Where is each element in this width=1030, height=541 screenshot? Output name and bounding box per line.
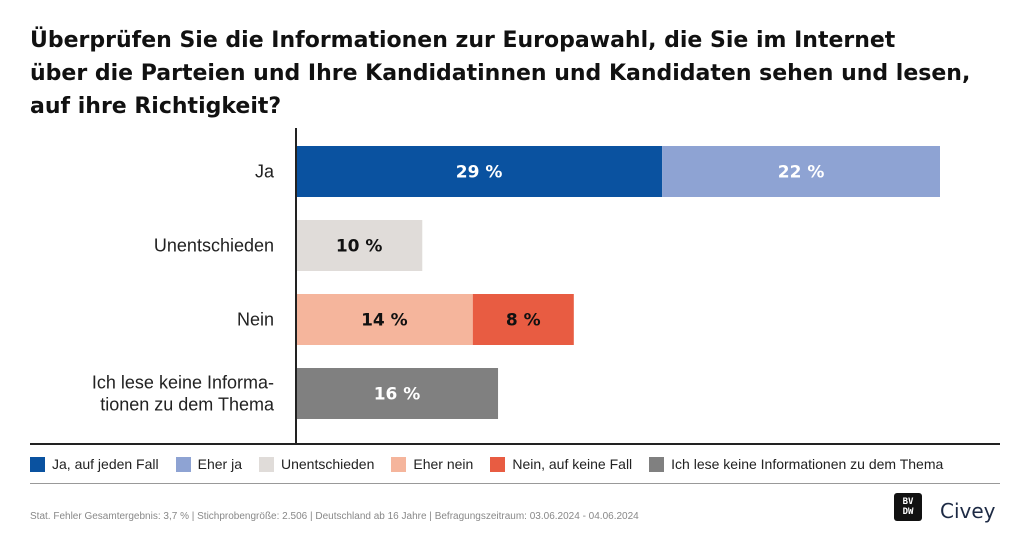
civey-logo: Civey xyxy=(940,499,996,523)
legend-label: Eher nein xyxy=(413,456,474,472)
category-label: Ja xyxy=(255,162,275,182)
bar-segment xyxy=(472,294,574,345)
logo-line: DW xyxy=(902,507,914,517)
legend-item: Ja, auf jeden Fall xyxy=(30,456,159,472)
legend-swatch xyxy=(490,456,506,472)
legend-swatch xyxy=(391,456,407,472)
legend-item: Nein, auf keine Fall xyxy=(490,456,632,472)
legend-item: Unentschieden xyxy=(258,456,375,472)
legend-label: Nein, auf keine Fall xyxy=(512,456,633,472)
bvdw-logo: BV DW xyxy=(894,493,922,521)
bar-segment xyxy=(662,146,940,197)
logo-line: BV xyxy=(902,497,914,507)
data-label: 10 % xyxy=(336,237,383,257)
legend-swatch xyxy=(30,456,45,472)
bar-segment xyxy=(296,146,663,197)
category-label: Ich lese keine Informa- xyxy=(92,373,274,393)
chart-title: Überprüfen Sie die Informationen zur Eur… xyxy=(30,24,1010,123)
category-label: Unentschieden xyxy=(154,236,274,256)
category-label: tionen zu dem Thema xyxy=(100,395,275,415)
footnote: Stat. Fehler Gesamtergebnis: 3,7 % | Sti… xyxy=(30,511,639,522)
legend-swatch xyxy=(175,456,191,472)
bar-segment xyxy=(296,294,473,345)
bar-segment xyxy=(296,220,423,271)
legend-swatch xyxy=(258,456,274,472)
title-line: auf ihre Richtigkeit? xyxy=(30,94,282,119)
legend-item: Eher ja xyxy=(175,456,242,472)
bar-segment xyxy=(296,368,499,419)
legend-item: Eher nein xyxy=(391,456,473,472)
legend-label: Ich lese keine Informationen zu dem Them… xyxy=(671,456,944,472)
legend-item: Ich lese keine Informationen zu dem Them… xyxy=(649,456,943,472)
legend-label: Ja, auf jeden Fall xyxy=(52,456,159,472)
legend-swatch xyxy=(649,456,665,472)
data-label: 22 % xyxy=(778,163,825,183)
category-label: Nein xyxy=(237,310,274,330)
legend: Ja, auf jeden Fall Eher ja Unentschieden… xyxy=(30,443,1000,484)
title-line: Überprüfen Sie die Informationen zur Eur… xyxy=(30,28,896,53)
data-label: 16 % xyxy=(374,385,421,405)
data-label: 8 % xyxy=(506,311,541,331)
data-label: 14 % xyxy=(361,311,408,331)
title-line: über die Parteien und Ihre Kandidatinnen… xyxy=(30,61,971,86)
legend-label: Eher ja xyxy=(197,456,242,472)
legend-label: Unentschieden xyxy=(280,456,375,472)
data-label: 29 % xyxy=(456,163,503,183)
